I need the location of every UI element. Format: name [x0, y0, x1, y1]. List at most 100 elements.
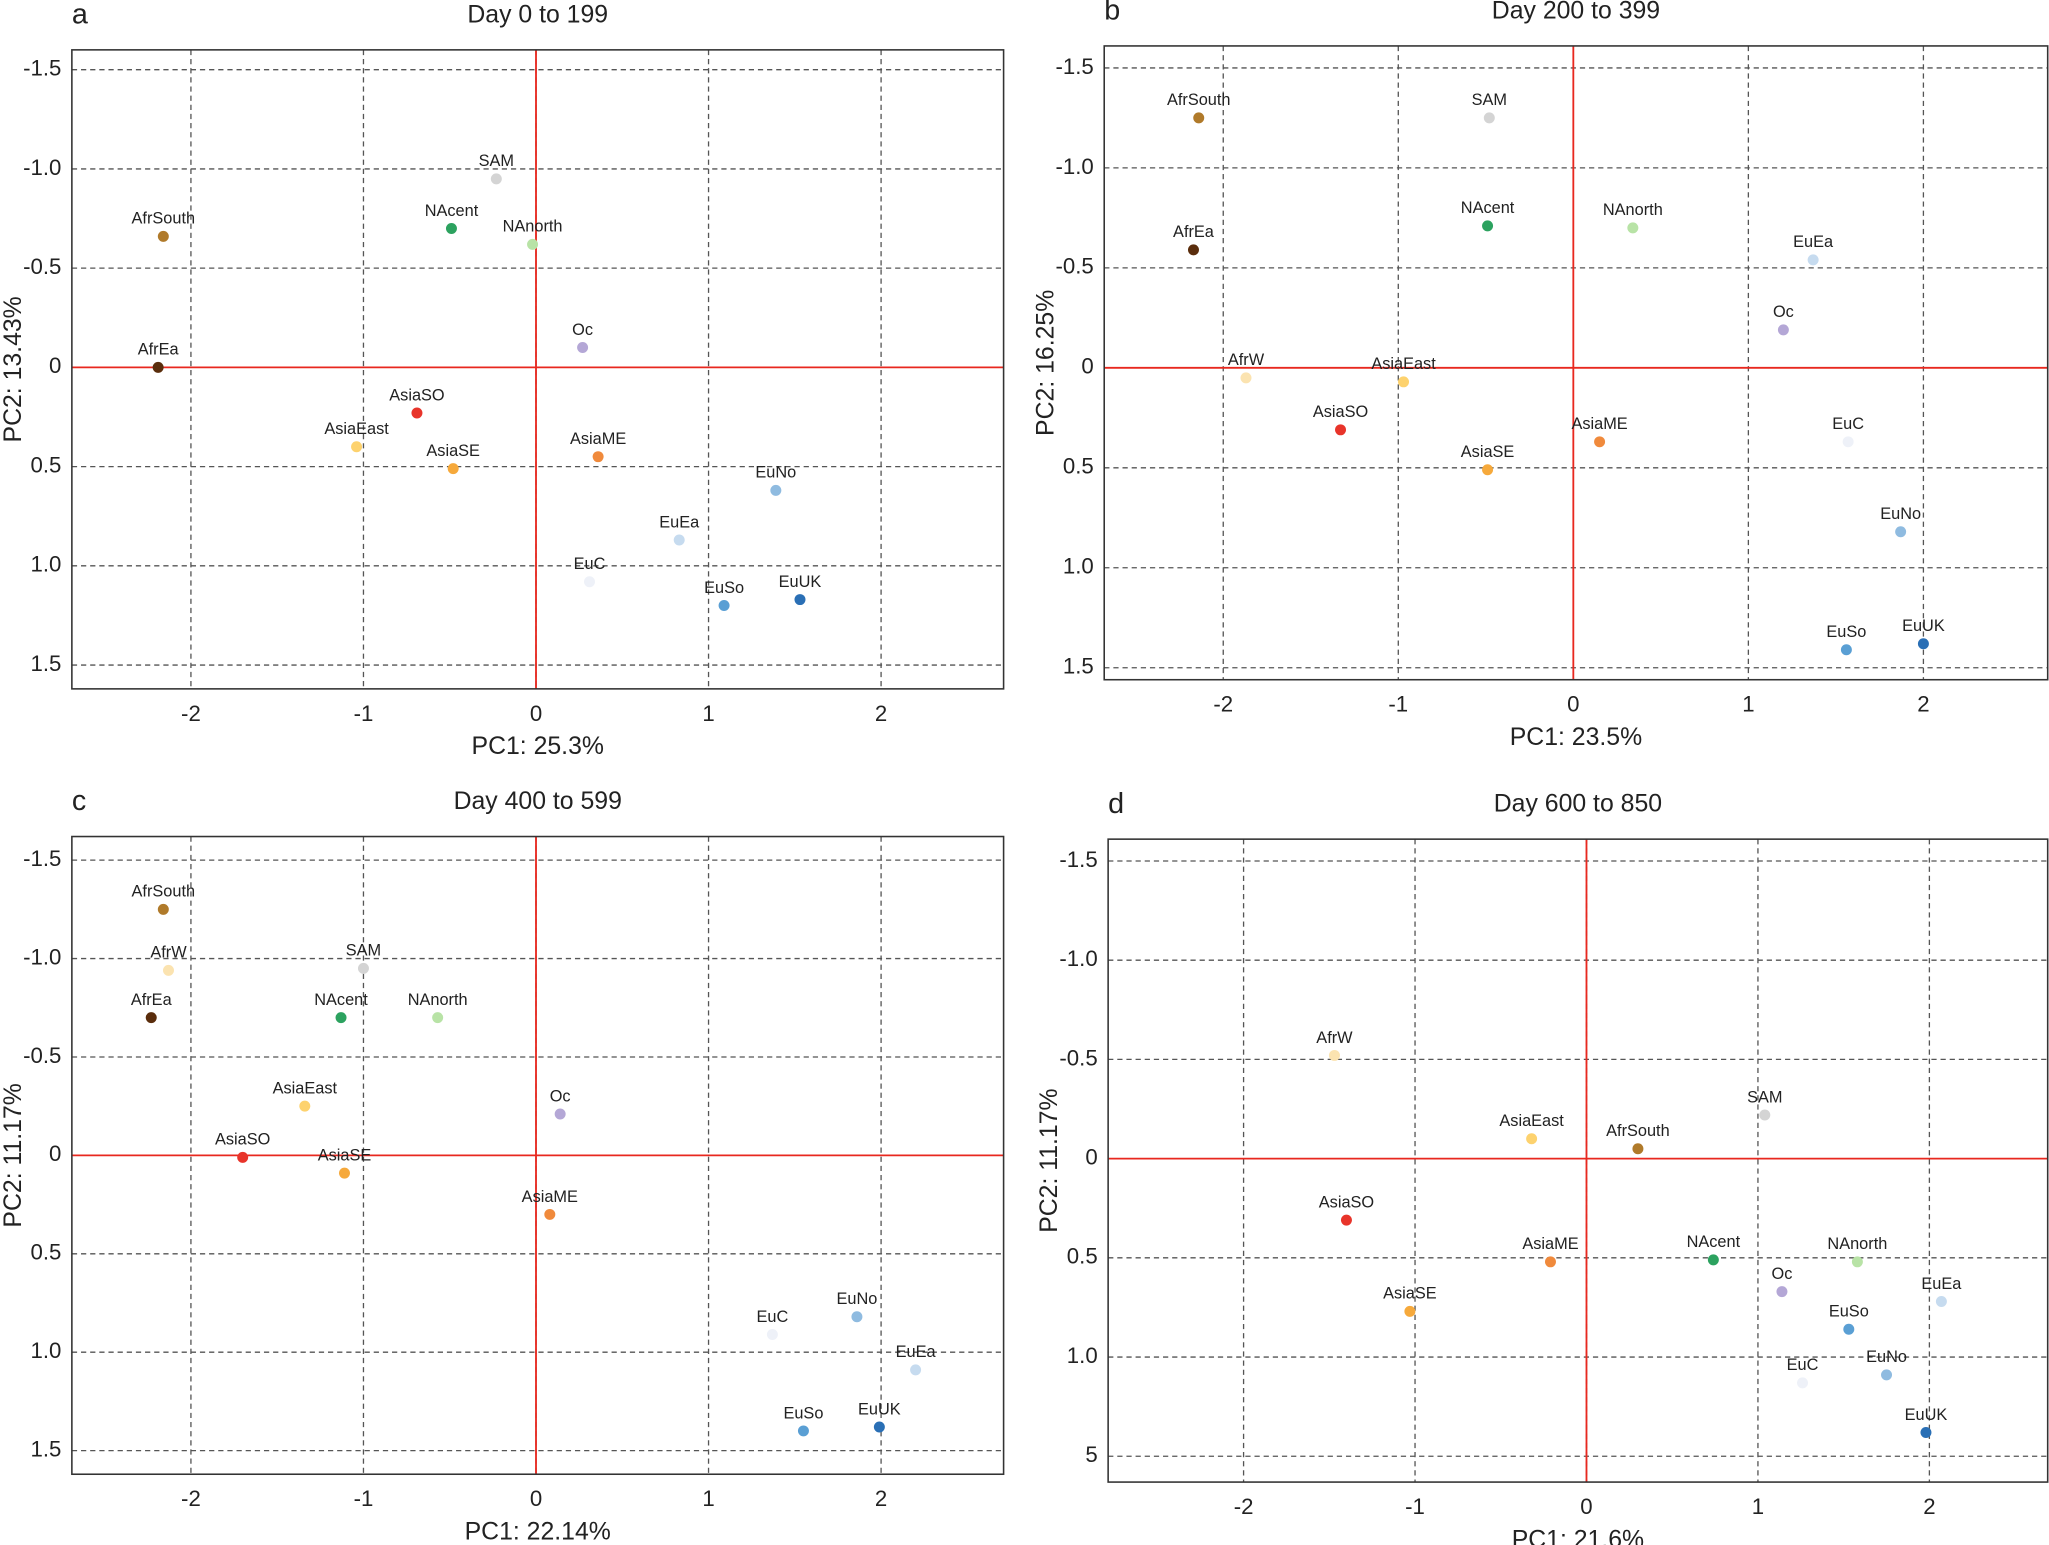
- y-axis-label: PC2: 16.25%: [1032, 290, 1059, 436]
- point-label: AfrW: [1228, 351, 1265, 369]
- y-tick-label: 0.5: [31, 1240, 62, 1265]
- point-label: NAnorth: [1603, 201, 1663, 219]
- point: [1328, 1049, 1340, 1061]
- point: [445, 222, 457, 234]
- point: [718, 600, 730, 612]
- point-label: NAnorth: [408, 991, 468, 1009]
- point: [1777, 324, 1789, 336]
- point: [794, 594, 806, 606]
- point-label: EuEa: [896, 1343, 937, 1361]
- x-tick-label: 0: [1580, 1494, 1592, 1519]
- y-tick-label: 1.0: [31, 1338, 62, 1363]
- point: [157, 903, 169, 915]
- point-label: SAM: [479, 152, 514, 170]
- point-label: AfrSouth: [132, 210, 196, 228]
- point-label: AfrSouth: [132, 883, 196, 901]
- point: [490, 173, 502, 185]
- point-label: NAcent: [1687, 1233, 1741, 1251]
- point: [1627, 222, 1639, 234]
- y-tick-label: -1.5: [23, 56, 61, 81]
- x-tick-label: 1: [1752, 1494, 1764, 1519]
- plot-frame: [1103, 45, 2049, 681]
- point-label: EuUK: [1905, 1406, 1948, 1424]
- point: [432, 1012, 444, 1024]
- y-tick-label: -0.5: [1055, 254, 1093, 279]
- x-tick-label: -1: [354, 701, 374, 726]
- panel-letter: c: [72, 785, 86, 817]
- point: [592, 451, 604, 463]
- point: [1404, 1305, 1416, 1317]
- point: [554, 1108, 566, 1120]
- point-label: AfrEa: [138, 341, 180, 359]
- point-label: SAM: [346, 942, 381, 960]
- point: [1776, 1286, 1788, 1298]
- x-tick-label: 1: [702, 1486, 714, 1511]
- point: [1935, 1296, 1947, 1307]
- point-label: EuNo: [755, 464, 796, 482]
- point: [1340, 1214, 1352, 1226]
- point: [1840, 644, 1852, 656]
- point: [357, 962, 369, 974]
- point: [1240, 372, 1252, 384]
- point-label: EuC: [574, 555, 606, 573]
- point-label: AfrW: [150, 944, 187, 962]
- point-label: AsiaEast: [1499, 1112, 1564, 1130]
- x-tick-label: 0: [530, 1486, 542, 1511]
- point-label: EuUK: [779, 573, 822, 591]
- y-axis-label: PC2: 13.43%: [0, 296, 27, 442]
- panel-letter: d: [1108, 788, 1124, 820]
- point-label: AsiaSE: [1461, 443, 1515, 461]
- point-label: AsiaEast: [1371, 355, 1436, 373]
- x-tick-label: -1: [1388, 692, 1408, 717]
- point-label: AsiaEast: [273, 1080, 338, 1098]
- point-label: EuEa: [1793, 233, 1834, 251]
- y-tick-label: -1.0: [23, 155, 61, 180]
- point: [1482, 220, 1494, 232]
- point-label: AsiaSE: [1383, 1285, 1437, 1303]
- point-label: AsiaEast: [324, 420, 389, 438]
- point-label: EuC: [1832, 415, 1864, 433]
- x-tick-label: -2: [181, 701, 201, 726]
- point: [1594, 436, 1606, 448]
- point: [527, 238, 539, 250]
- point-label: EuSo: [704, 579, 744, 597]
- panel-title: Day 600 to 850: [1494, 791, 1662, 818]
- x-axis-label: PC1: 25.3%: [472, 733, 604, 760]
- point: [770, 484, 782, 496]
- y-tick-label: -1.5: [1059, 847, 1097, 872]
- y-tick-label: -0.5: [23, 1043, 61, 1068]
- y-tick-label: 1.0: [31, 552, 62, 577]
- point-label: EuNo: [1866, 1348, 1907, 1366]
- point: [1193, 112, 1205, 124]
- point: [338, 1167, 350, 1179]
- plot-frame: [71, 49, 1005, 690]
- point: [145, 1012, 157, 1024]
- y-tick-label: 1.0: [1063, 554, 1094, 579]
- point-label: AsiaSO: [389, 386, 444, 404]
- point: [237, 1151, 249, 1163]
- x-tick-label: -2: [1213, 692, 1233, 717]
- point-label: Oc: [1773, 303, 1794, 321]
- x-tick-label: 2: [875, 701, 887, 726]
- point: [1807, 254, 1819, 266]
- point-label: AfrW: [1316, 1029, 1353, 1047]
- point: [1187, 244, 1199, 256]
- y-tick-label: -1.0: [23, 944, 61, 969]
- point: [1917, 638, 1929, 650]
- plot-frame: [1107, 838, 2049, 1483]
- point: [766, 1328, 778, 1340]
- point: [1526, 1133, 1538, 1145]
- y-tick-label: 0: [1085, 1144, 1097, 1169]
- point: [411, 407, 423, 419]
- point: [1544, 1256, 1556, 1268]
- panel-letter: a: [72, 0, 88, 30]
- point: [1707, 1254, 1719, 1266]
- y-tick-label: 1.0: [1067, 1343, 1098, 1368]
- y-tick-label: 0.5: [1063, 454, 1094, 479]
- point-label: AsiaSO: [1313, 403, 1368, 421]
- point-label: NAcent: [1461, 199, 1515, 217]
- point-label: EuNo: [837, 1290, 878, 1308]
- x-tick-label: 1: [1742, 692, 1754, 717]
- y-tick-label: -1.5: [1055, 54, 1093, 79]
- point: [544, 1208, 556, 1220]
